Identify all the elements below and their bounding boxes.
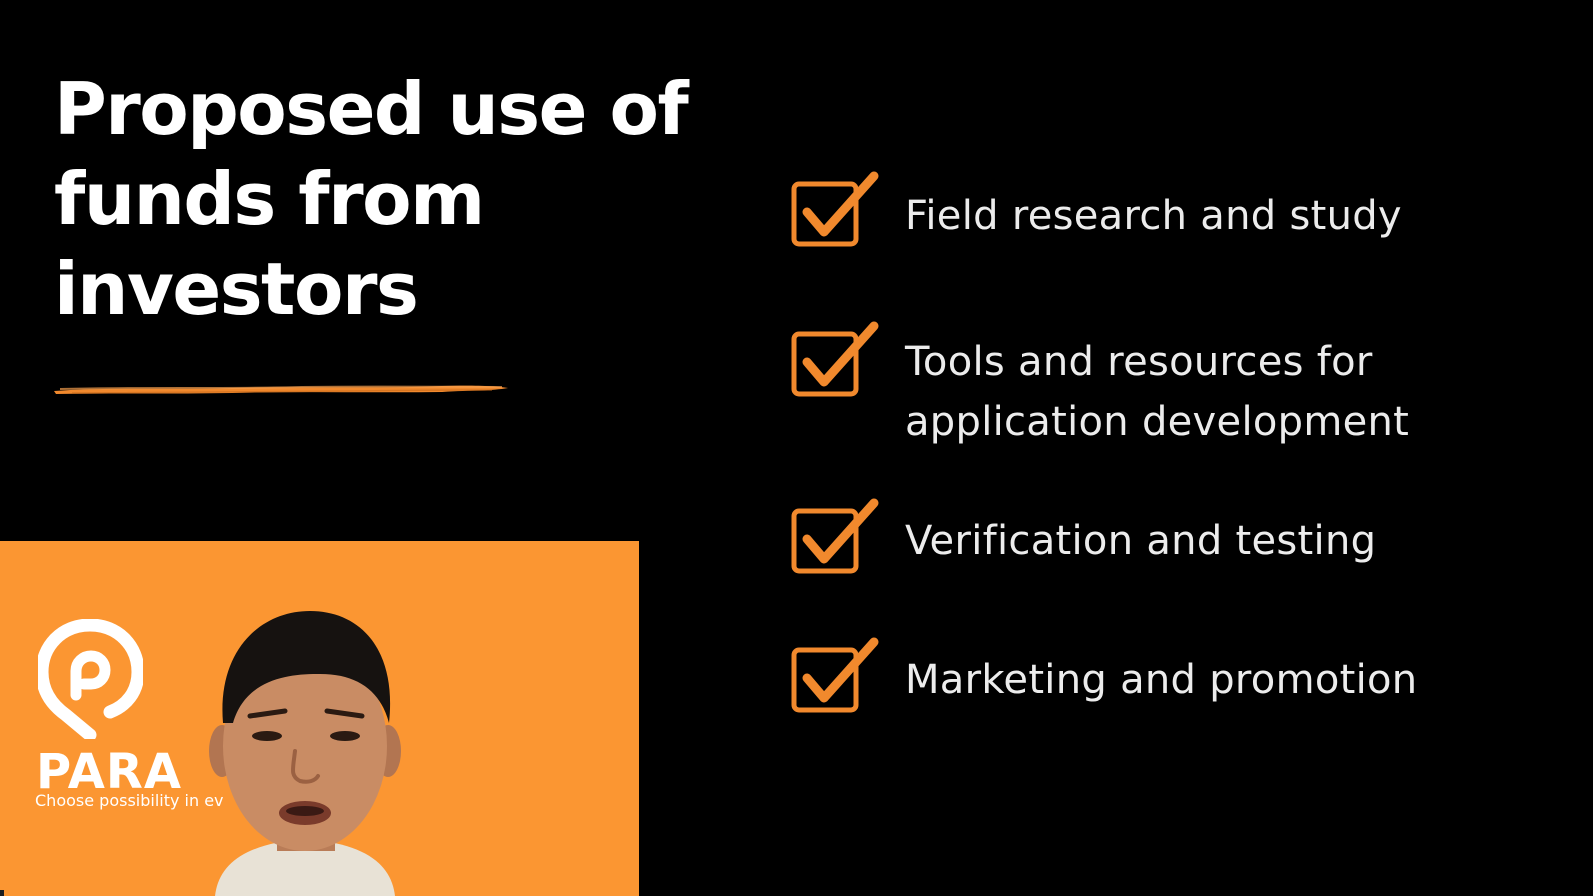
checklist-item-label: Verification and testing [905,518,1377,564]
checklist: Field research and study Tools and resou… [790,0,1580,896]
checkbox-checked-icon [791,321,879,397]
webcam-video-feed: PARA Choose possibility in ev [0,541,639,896]
slide-title-line: investors [54,247,419,331]
slide-title-line: Proposed use of [54,67,689,151]
checklist-item-label: Field research and study [905,193,1402,239]
brand-tagline: Choose possibility in ev [35,791,224,810]
checklist-item-label: Tools and resources for application deve… [905,339,1410,445]
checkbox-checked-icon [791,498,879,574]
checkbox-checked-icon [791,171,879,247]
para-logo-icon [38,619,143,739]
brand-name: PARA [36,744,183,800]
slide-title-line: funds from [54,157,485,241]
slide-title: Proposed use of funds from investors [54,64,694,334]
checkbox-checked-icon [791,637,879,713]
checklist-item-label: Marketing and promotion [905,657,1418,703]
presenter-person [209,611,401,896]
brush-underline [54,385,508,394]
participant-name-label [0,890,4,896]
